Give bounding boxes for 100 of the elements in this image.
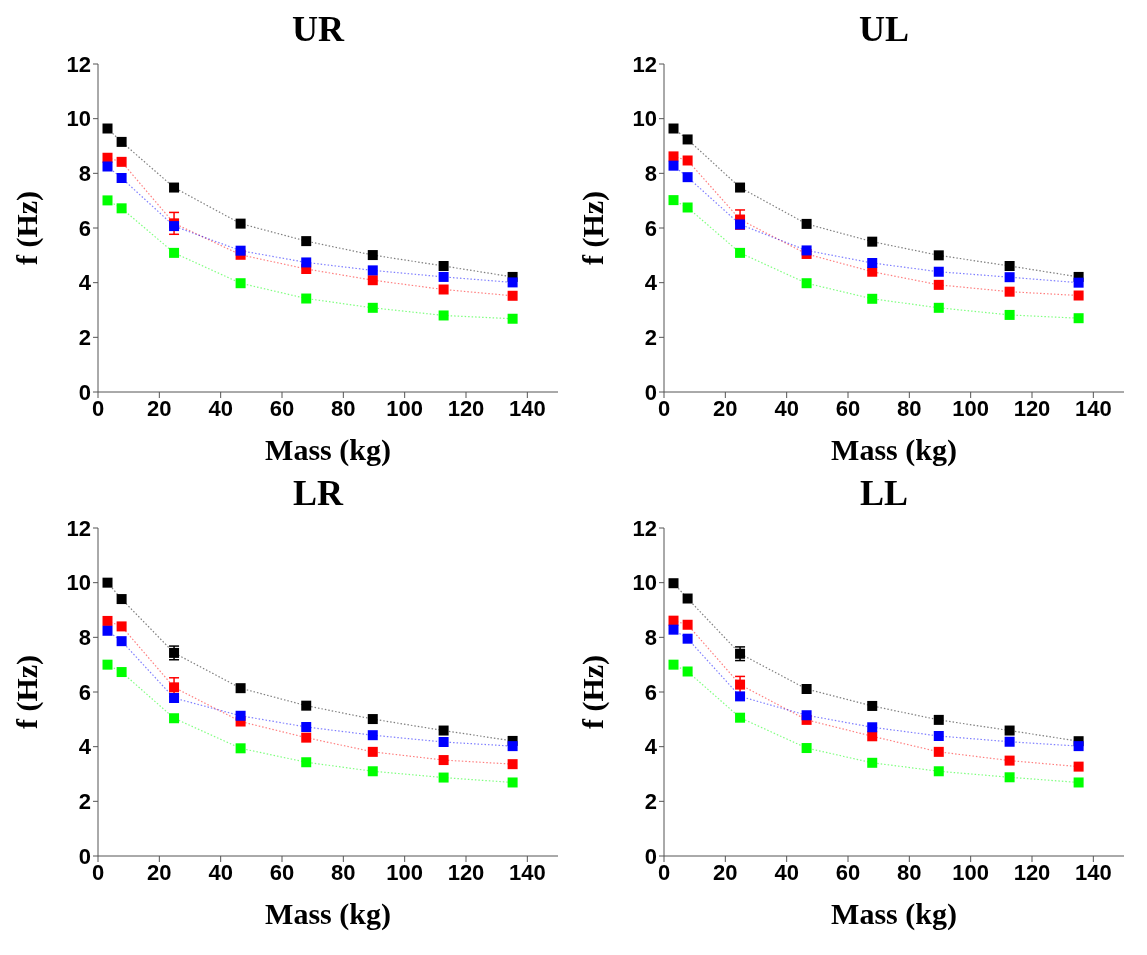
x-tick-label: 60 <box>269 859 295 885</box>
point <box>102 625 113 636</box>
point <box>735 247 746 258</box>
y-axis-title: f (Hz) <box>9 190 44 266</box>
point <box>507 277 518 288</box>
y-tick-label: 12 <box>632 51 657 77</box>
point <box>1073 313 1084 324</box>
point <box>507 290 518 301</box>
point <box>933 279 944 290</box>
point <box>169 247 180 258</box>
y-tick-label: 2 <box>78 789 91 815</box>
point <box>116 636 127 647</box>
x-tick-label: 40 <box>208 395 233 421</box>
point <box>367 714 378 725</box>
y-tick-label: 6 <box>78 215 91 241</box>
y-tick-label: 6 <box>644 215 657 241</box>
point <box>801 743 812 754</box>
point <box>235 278 246 289</box>
point <box>1004 755 1015 766</box>
point <box>867 293 878 304</box>
y-tick-label: 4 <box>78 270 92 296</box>
y-tick-label: 10 <box>66 106 91 132</box>
x-tick-label: 20 <box>713 395 738 421</box>
point <box>801 683 812 694</box>
point <box>735 712 746 723</box>
y-tick-label: 10 <box>66 570 91 596</box>
y-tick-label: 0 <box>78 379 91 405</box>
point <box>1004 725 1015 736</box>
x-tick-label: 100 <box>386 395 424 421</box>
point <box>801 218 812 229</box>
point <box>367 302 378 313</box>
point <box>116 136 127 147</box>
x-axis-title: Mass (kg) <box>831 433 957 467</box>
point <box>301 721 312 732</box>
point <box>1073 741 1084 752</box>
point <box>668 123 679 134</box>
x-tick-label: 120 <box>447 859 485 885</box>
y-tick-label: 0 <box>644 379 657 405</box>
point <box>507 313 518 324</box>
point <box>116 594 127 605</box>
x-tick-label: 140 <box>1074 859 1112 885</box>
x-tick-label: 140 <box>1074 395 1112 421</box>
point <box>169 182 180 193</box>
point <box>735 679 746 690</box>
point <box>301 293 312 304</box>
y-tick-label: 0 <box>644 843 657 869</box>
point <box>235 245 246 256</box>
point <box>682 134 693 145</box>
y-axis-title: f (Hz) <box>575 654 610 730</box>
point <box>367 730 378 741</box>
point <box>102 615 113 626</box>
point <box>1073 761 1084 772</box>
point <box>1073 290 1084 301</box>
point <box>867 236 878 247</box>
point <box>116 621 127 632</box>
y-tick-label: 12 <box>66 51 91 77</box>
point <box>438 310 449 321</box>
point <box>933 266 944 277</box>
point <box>1004 272 1015 283</box>
y-tick-label: 4 <box>78 734 92 760</box>
point <box>116 172 127 183</box>
y-tick-label: 6 <box>644 679 657 705</box>
y-axis-title: f (Hz) <box>575 190 610 266</box>
point <box>867 700 878 711</box>
point <box>438 755 449 766</box>
y-axis-title: f (Hz) <box>9 654 44 730</box>
x-tick-label: 100 <box>952 859 990 885</box>
point <box>116 156 127 167</box>
point <box>682 593 693 604</box>
point <box>933 731 944 742</box>
point <box>438 271 449 282</box>
y-tick-label: 0 <box>78 843 91 869</box>
point <box>801 710 812 721</box>
x-tick-label: 80 <box>331 395 356 421</box>
point <box>668 615 679 626</box>
x-tick-label: 20 <box>713 859 738 885</box>
x-tick-label: 80 <box>331 859 356 885</box>
x-tick-label: 60 <box>269 395 295 421</box>
point <box>682 202 693 213</box>
x-tick-label: 120 <box>1013 395 1051 421</box>
point <box>438 260 449 271</box>
point <box>682 619 693 630</box>
x-tick-label: 120 <box>1013 859 1051 885</box>
point <box>867 257 878 268</box>
point <box>682 172 693 183</box>
point <box>668 659 679 670</box>
y-tick-label: 8 <box>644 161 657 187</box>
point <box>116 203 127 214</box>
x-tick-label: 60 <box>835 395 861 421</box>
y-tick-label: 4 <box>644 734 658 760</box>
point <box>1073 777 1084 788</box>
point <box>169 693 180 704</box>
point <box>668 195 679 206</box>
point <box>235 743 246 754</box>
chart-title: UR <box>291 8 346 51</box>
point <box>682 666 693 677</box>
x-tick-label: 100 <box>386 859 424 885</box>
point <box>1004 736 1015 747</box>
x-tick-label: 40 <box>774 859 799 885</box>
x-tick-label: 60 <box>835 859 861 885</box>
